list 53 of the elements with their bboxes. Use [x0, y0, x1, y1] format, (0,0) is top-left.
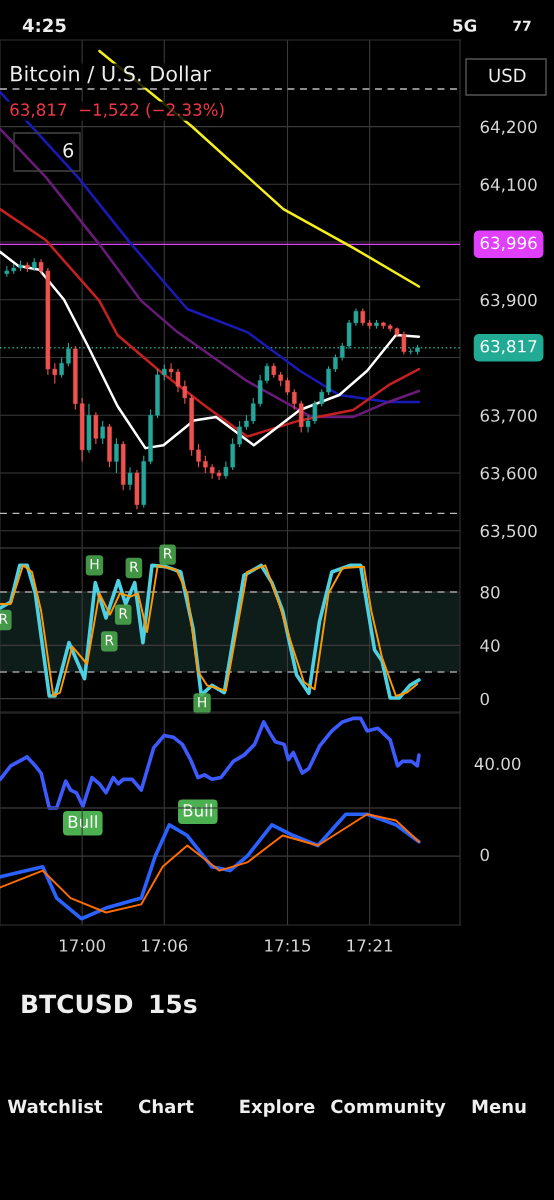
text: Chart [138, 1099, 194, 1114]
line-series [0, 207, 421, 438]
candlestick [127, 466, 133, 491]
annotation: R [105, 635, 114, 646]
text: Explore [240, 1099, 315, 1117]
ref-line-label: 63,996 [480, 236, 537, 251]
y-tick-label: 64,100 [480, 178, 537, 193]
y-tick-label: 63,700 [480, 409, 537, 424]
annotation: R [164, 548, 172, 559]
annotation: H [198, 697, 206, 708]
y-tick-label: 63,900 [480, 293, 537, 309]
x-tick-label: 17:21 [347, 939, 393, 952]
annotation: Bull [183, 803, 212, 817]
text: Watchlist [7, 1099, 103, 1114]
ref-line-label: 63,817 [480, 339, 537, 355]
y-tick-label: 0 [480, 692, 489, 706]
y-tick-label: 40 [480, 639, 500, 652]
x-tick-label: 17:00 [59, 939, 106, 952]
y-tick-label: 80 [480, 585, 500, 599]
candlestick [237, 420, 242, 448]
text: Community [331, 1099, 446, 1117]
candlestick [326, 365, 331, 396]
text: 4:25 [22, 18, 66, 33]
annotation: 6 [63, 142, 74, 158]
candlestick [196, 443, 201, 468]
y-tick-label: 63,500 [480, 524, 537, 539]
annotation: Bull [68, 815, 97, 829]
text: 5G [453, 19, 477, 32]
candlestick [292, 388, 297, 411]
annotation: R [130, 561, 139, 572]
text: 77 [513, 20, 531, 31]
candlestick [59, 356, 64, 379]
candlestick [93, 411, 99, 445]
text: BTCUSD [22, 994, 133, 1014]
x-tick-label: 17:06 [142, 939, 188, 952]
text: Bitcoin / U.S. Dollar [11, 65, 211, 84]
candlestick [100, 420, 105, 445]
text: USD [489, 68, 526, 83]
text: 63,817 −1,522 (−2.33%) [10, 103, 224, 118]
candlestick [114, 437, 119, 474]
text: Menu [472, 1099, 526, 1114]
y-tick-label: 64,200 [480, 120, 537, 135]
line-series [0, 90, 421, 404]
text: 40.00 [474, 757, 521, 771]
candlestick [298, 400, 304, 434]
text: 15s [150, 994, 197, 1014]
annotation: H [90, 559, 99, 570]
line-series [0, 127, 421, 419]
line-series [0, 250, 421, 450]
y-tick-label: 63,600 [480, 466, 537, 482]
annotation: R [0, 613, 8, 624]
annotation: R [119, 608, 128, 619]
x-tick-label: 17:15 [265, 939, 311, 952]
